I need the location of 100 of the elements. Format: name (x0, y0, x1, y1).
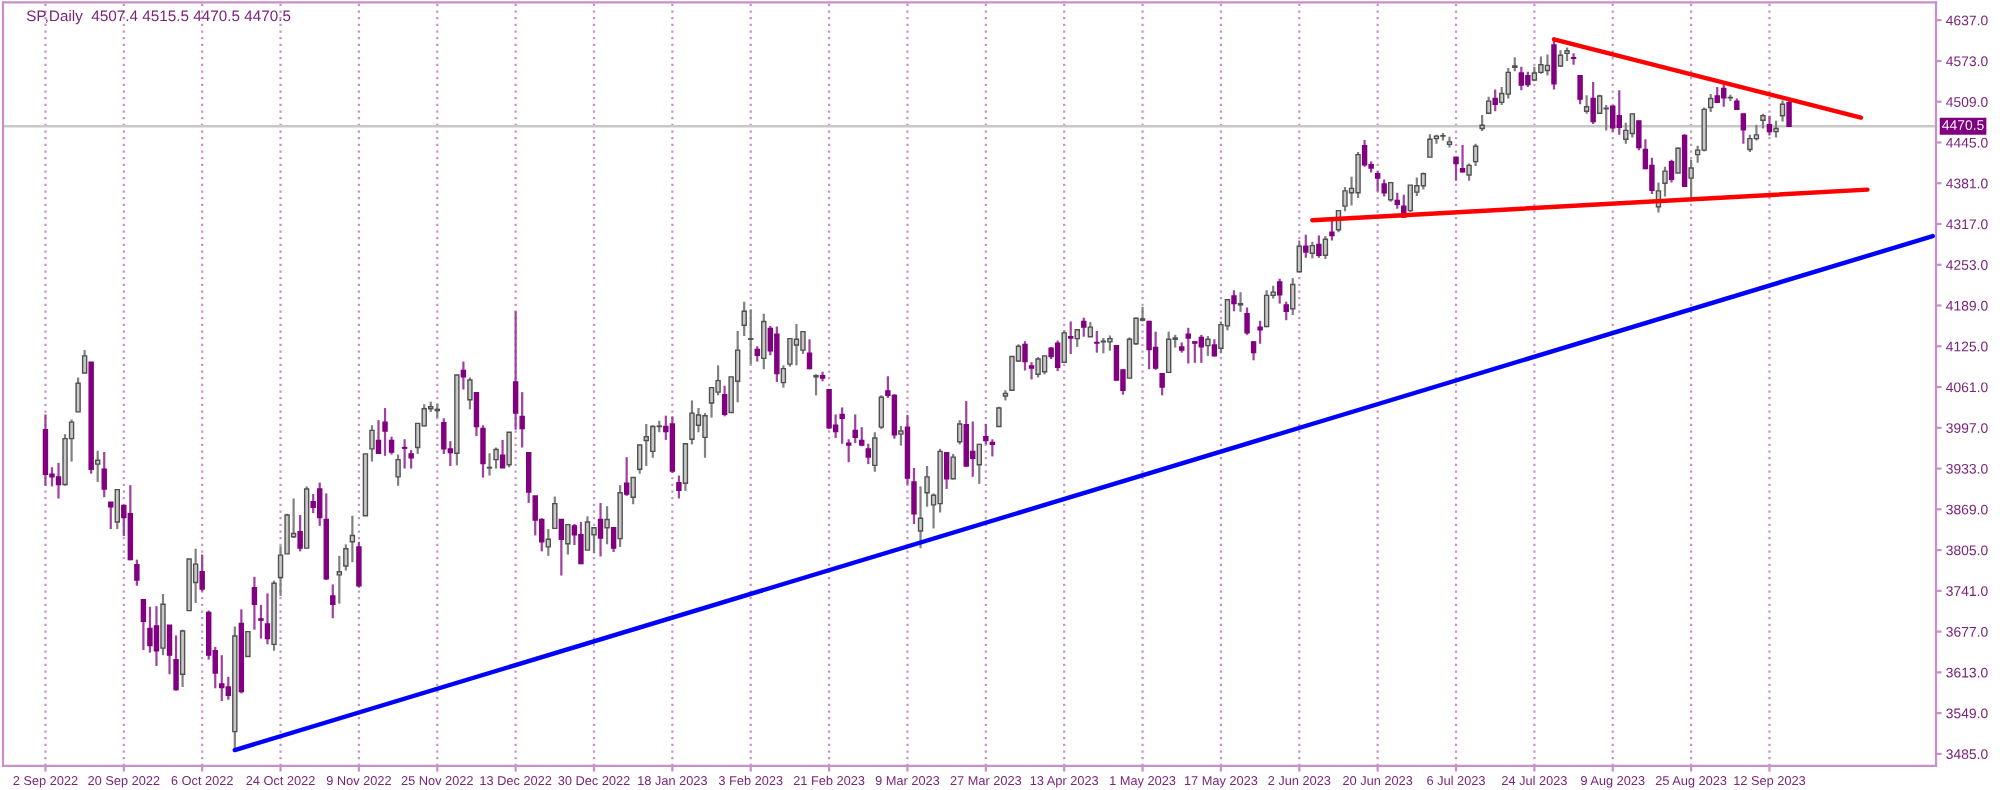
candlestick (545, 527, 552, 557)
candlestick (1316, 234, 1322, 259)
candlestick (1472, 142, 1479, 168)
candlestick (127, 484, 134, 562)
candlestick (297, 513, 303, 553)
candlestick (81, 348, 88, 375)
candlestick (134, 558, 140, 587)
candlestick (617, 484, 623, 549)
candlestick (872, 431, 878, 473)
candlestick (1244, 306, 1250, 336)
candlestick (395, 453, 401, 487)
candlestick (774, 325, 780, 384)
candlestick (55, 461, 62, 500)
candlestick (761, 312, 767, 371)
candlestick (1551, 38, 1557, 91)
candlestick (401, 438, 408, 470)
candlestick (1668, 158, 1675, 184)
candlestick (42, 413, 49, 487)
candlestick (114, 488, 121, 531)
candlestick (715, 364, 721, 397)
candlestick (623, 455, 630, 498)
candlestick (1577, 73, 1583, 106)
candlestick (597, 501, 604, 558)
candlestick (1146, 319, 1152, 371)
candlestick (1276, 277, 1283, 305)
candlestick (1518, 65, 1525, 92)
candlestick (192, 547, 199, 605)
candlestick (1198, 333, 1205, 364)
candlestick (676, 474, 682, 500)
candlestick (826, 388, 832, 431)
candlestick (310, 492, 316, 515)
candlestick (1590, 80, 1596, 126)
candlestick (1231, 289, 1237, 313)
candlestick (1583, 94, 1590, 115)
candlestick (147, 605, 153, 654)
candlestick (1296, 239, 1303, 273)
candlestick (1283, 300, 1289, 322)
candlestick (806, 338, 813, 371)
candlestick (839, 406, 845, 445)
candlestick (1290, 277, 1296, 317)
candlestick (251, 575, 258, 631)
candlestick (1387, 181, 1394, 203)
candlestick (1570, 52, 1577, 66)
candlestick (584, 515, 591, 552)
candlestick (75, 376, 81, 413)
candlestick (643, 422, 649, 468)
candlestick (1361, 138, 1368, 168)
candlestick (1786, 96, 1792, 128)
candlestick (1237, 291, 1244, 313)
candlestick (721, 384, 728, 418)
candlestick (493, 446, 499, 470)
candlestick (852, 413, 858, 445)
candlestick (1721, 80, 1727, 108)
candlestick (1061, 329, 1067, 364)
candlestick (264, 592, 271, 646)
candlestick (956, 419, 963, 446)
candlestick (780, 364, 787, 389)
candlestick (970, 420, 976, 478)
candlestick (1675, 146, 1681, 175)
candlestick (153, 605, 160, 668)
candlestick (1159, 372, 1165, 397)
candlestick (330, 583, 336, 620)
candlestick (898, 424, 904, 447)
candlestick (1263, 289, 1270, 329)
candlestick (1544, 53, 1551, 77)
candlestick (1407, 184, 1414, 214)
candlestick (578, 520, 584, 566)
candlestick (160, 592, 166, 657)
candlestick (219, 654, 225, 703)
candlestick (499, 438, 506, 470)
candlestick (1649, 156, 1655, 196)
candlestick (552, 495, 558, 530)
candlestick (1035, 356, 1041, 379)
candlestick (101, 450, 107, 499)
candlestick (467, 376, 473, 411)
candlestick (1205, 334, 1211, 357)
candlestick (1303, 233, 1309, 259)
candlestick (1185, 326, 1191, 365)
candlestick (179, 628, 186, 689)
candlestick (1054, 339, 1061, 373)
candlestick (1740, 112, 1747, 145)
candlestick (630, 476, 636, 506)
candlestick (1165, 330, 1172, 374)
candlestick (1427, 133, 1433, 159)
candlestick (1322, 234, 1329, 261)
candlestick (1492, 88, 1498, 113)
candlestick (506, 431, 512, 469)
candlestick (950, 452, 956, 481)
candlestick (1374, 170, 1381, 193)
candlestick (336, 554, 343, 605)
candlestick (591, 526, 597, 555)
candlestick (1081, 316, 1087, 338)
candlestick (1068, 320, 1074, 356)
candlestick (669, 415, 676, 475)
candlestick (460, 360, 467, 391)
candlestick (1616, 89, 1622, 136)
candlestick (1257, 319, 1263, 345)
candlestick (943, 450, 950, 491)
candlestick (94, 449, 101, 484)
candlestick (140, 598, 147, 652)
